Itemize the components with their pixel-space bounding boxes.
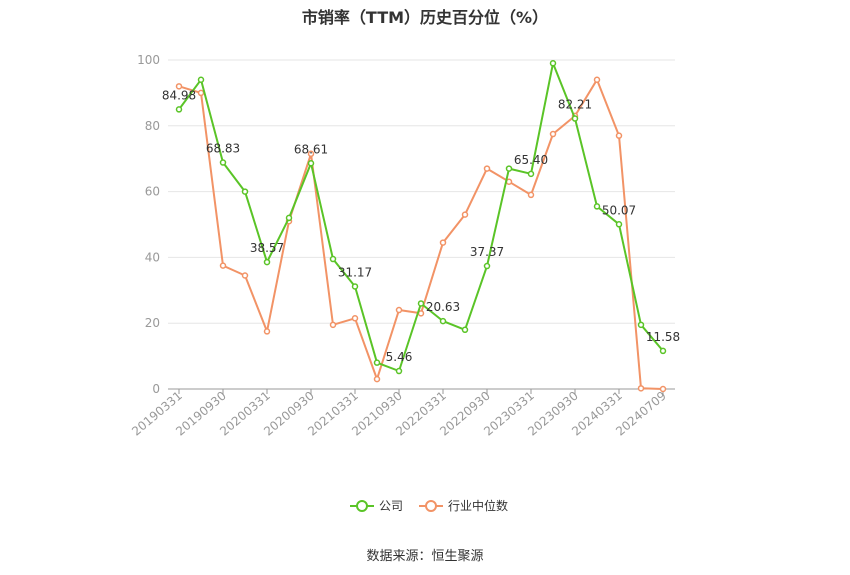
- data-point: [263, 328, 271, 335]
- data-point: [395, 367, 403, 375]
- y-tick-label: 40: [145, 250, 160, 264]
- data-point: [175, 106, 183, 113]
- data-label: 65.40: [514, 153, 548, 167]
- data-point: [219, 159, 227, 166]
- chart-title: 市销率（TTM）历史百分位（%）: [301, 8, 549, 27]
- data-label: 68.61: [294, 142, 328, 156]
- data-point: [197, 76, 205, 83]
- data-source-note: 数据来源：恒生聚源: [366, 549, 484, 564]
- y-tick-label: 80: [145, 119, 160, 133]
- data-label: 20.63: [426, 300, 460, 314]
- data-point: [351, 283, 359, 290]
- data-label: 50.07: [602, 203, 636, 217]
- data-point: [439, 317, 447, 325]
- data-point: [417, 300, 425, 307]
- data-point: [351, 315, 359, 322]
- data-label: 38.57: [250, 241, 284, 255]
- legend-label: 公司: [379, 499, 403, 513]
- data-point: [659, 385, 667, 393]
- data-label: 11.58: [646, 330, 680, 344]
- data-point: [373, 359, 381, 366]
- data-point: [571, 115, 579, 122]
- data-point: [241, 188, 249, 195]
- data-point: [373, 375, 381, 383]
- data-point: [527, 191, 535, 199]
- data-label: 37.37: [470, 245, 504, 259]
- data-point: [527, 170, 535, 178]
- data-point: [219, 262, 227, 269]
- data-label: 31.17: [338, 265, 372, 279]
- data-point: [549, 130, 557, 138]
- data-point: [659, 347, 667, 355]
- data-point: [241, 272, 249, 279]
- data-point: [307, 160, 315, 167]
- data-point: [615, 221, 623, 228]
- data-point: [307, 150, 315, 158]
- y-tick-label: 100: [137, 53, 160, 67]
- data-point: [395, 306, 403, 314]
- data-point: [505, 165, 513, 172]
- y-tick-label: 60: [145, 185, 160, 199]
- data-point: [285, 214, 293, 222]
- data-point: [197, 89, 205, 97]
- y-tick-label: 20: [145, 316, 160, 330]
- data-point: [175, 83, 183, 90]
- data-point: [329, 255, 337, 263]
- legend-marker: [425, 500, 437, 512]
- y-tick-label: 0: [152, 382, 160, 396]
- data-point: [593, 76, 601, 83]
- data-point: [593, 203, 601, 210]
- data-label: 84.98: [162, 88, 196, 102]
- legend-marker: [356, 500, 368, 512]
- data-point: [637, 321, 645, 329]
- data-point: [615, 132, 623, 139]
- data-point: [461, 211, 469, 218]
- data-point: [549, 60, 557, 67]
- data-point: [637, 385, 645, 392]
- data-point: [329, 321, 337, 329]
- legend-label: 行业中位数: [448, 498, 508, 513]
- data-point: [263, 258, 271, 266]
- data-label: 82.21: [558, 98, 592, 112]
- data-point: [483, 262, 491, 270]
- data-label: 5.46: [386, 350, 413, 364]
- data-point: [439, 239, 447, 246]
- data-point: [483, 165, 491, 172]
- data-point: [461, 326, 469, 334]
- data-label: 68.83: [206, 142, 240, 156]
